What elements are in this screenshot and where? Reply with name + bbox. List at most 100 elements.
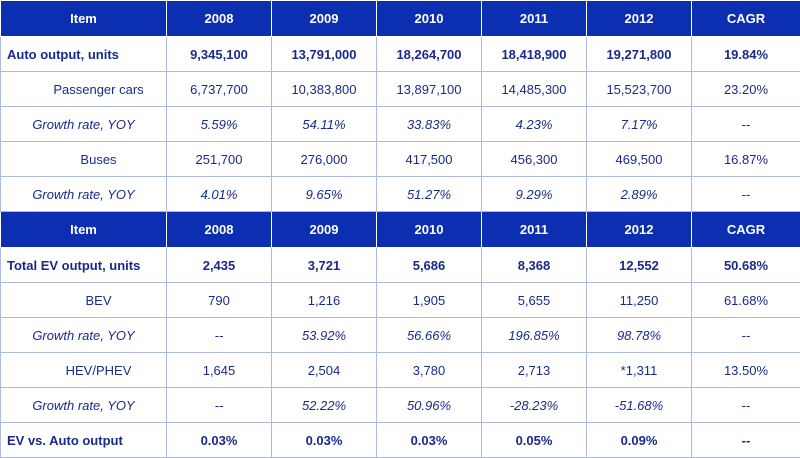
cell-cagr: 16.87%: [692, 142, 800, 177]
cell-cagr: 13.50%: [692, 353, 800, 388]
cell-2010: 33.83%: [377, 107, 482, 142]
row-label: HEV/PHEV: [1, 353, 167, 388]
cell-2009: 52.22%: [272, 388, 377, 423]
cell-2011: 5,655: [482, 283, 587, 318]
cell-2010: 50.96%: [377, 388, 482, 423]
cell-2009: 9.65%: [272, 177, 377, 212]
cell-2012: 12,552: [587, 248, 692, 283]
cell-2011: 4.23%: [482, 107, 587, 142]
cell-2011: 8,368: [482, 248, 587, 283]
row-label: Auto output, units: [1, 37, 167, 72]
cell-2008: 1,645: [167, 353, 272, 388]
cell-2011: 9.29%: [482, 177, 587, 212]
cell-2008: 9,345,100: [167, 37, 272, 72]
cell-2010: 0.03%: [377, 423, 482, 458]
cell-2010: 1,905: [377, 283, 482, 318]
column-header-2009: 2009: [272, 212, 377, 248]
row-label: Growth rate, YOY: [1, 177, 167, 212]
cell-2009: 276,000: [272, 142, 377, 177]
cell-cagr: 50.68%: [692, 248, 800, 283]
column-header-2011: 2011: [482, 1, 587, 37]
cell-2011: 0.05%: [482, 423, 587, 458]
cell-2009: 3,721: [272, 248, 377, 283]
cell-cagr: --: [692, 318, 800, 353]
cell-cagr: --: [692, 388, 800, 423]
table-row: Growth rate, YOY--53.92%56.66%196.85%98.…: [1, 318, 800, 353]
cell-2009: 1,216: [272, 283, 377, 318]
column-header-2010: 2010: [377, 1, 482, 37]
row-label: Growth rate, YOY: [1, 388, 167, 423]
row-label: EV vs. Auto output: [1, 423, 167, 458]
cell-cagr: 19.84%: [692, 37, 800, 72]
column-header-2008: 2008: [167, 212, 272, 248]
cell-2010: 56.66%: [377, 318, 482, 353]
cell-2008: --: [167, 388, 272, 423]
column-header-2008: 2008: [167, 1, 272, 37]
row-label: Passenger cars: [1, 72, 167, 107]
cell-2011: 196.85%: [482, 318, 587, 353]
column-header-item: Item: [1, 212, 167, 248]
cell-2010: 3,780: [377, 353, 482, 388]
cell-2011: 2,713: [482, 353, 587, 388]
column-header-cagr: CAGR: [692, 212, 800, 248]
cell-2010: 13,897,100: [377, 72, 482, 107]
cell-2009: 0.03%: [272, 423, 377, 458]
cell-cagr: 61.68%: [692, 283, 800, 318]
cell-2011: 18,418,900: [482, 37, 587, 72]
row-label: Growth rate, YOY: [1, 107, 167, 142]
cell-2008: 6,737,700: [167, 72, 272, 107]
cell-2009: 53.92%: [272, 318, 377, 353]
cell-2012: 469,500: [587, 142, 692, 177]
column-header-2012: 2012: [587, 1, 692, 37]
row-label: Total EV output, units: [1, 248, 167, 283]
cell-2012: -51.68%: [587, 388, 692, 423]
cell-2012: 7.17%: [587, 107, 692, 142]
cell-2011: 14,485,300: [482, 72, 587, 107]
cell-2008: 790: [167, 283, 272, 318]
cell-2008: 2,435: [167, 248, 272, 283]
cell-2012: 0.09%: [587, 423, 692, 458]
cell-2009: 13,791,000: [272, 37, 377, 72]
cell-2010: 18,264,700: [377, 37, 482, 72]
cell-2008: --: [167, 318, 272, 353]
cell-cagr: --: [692, 423, 800, 458]
column-header-2011: 2011: [482, 212, 587, 248]
cell-cagr: 23.20%: [692, 72, 800, 107]
cell-2012: 15,523,700: [587, 72, 692, 107]
cell-2009: 10,383,800: [272, 72, 377, 107]
cell-2012: 98.78%: [587, 318, 692, 353]
cell-2008: 4.01%: [167, 177, 272, 212]
cell-cagr: --: [692, 107, 800, 142]
row-label: Growth rate, YOY: [1, 318, 167, 353]
cell-2008: 5.59%: [167, 107, 272, 142]
cell-2012: 2.89%: [587, 177, 692, 212]
cell-2008: 0.03%: [167, 423, 272, 458]
cell-cagr: --: [692, 177, 800, 212]
cell-2012: 11,250: [587, 283, 692, 318]
column-header-2009: 2009: [272, 1, 377, 37]
cell-2009: 54.11%: [272, 107, 377, 142]
cell-2010: 5,686: [377, 248, 482, 283]
column-header-cagr: CAGR: [692, 1, 800, 37]
column-header-2010: 2010: [377, 212, 482, 248]
cell-2010: 417,500: [377, 142, 482, 177]
row-label: Buses: [1, 142, 167, 177]
column-header-item: Item: [1, 1, 167, 37]
cell-2010: 51.27%: [377, 177, 482, 212]
row-label: BEV: [1, 283, 167, 318]
table-row: Growth rate, YOY--52.22%50.96%-28.23%-51…: [1, 388, 800, 423]
cell-2008: 251,700: [167, 142, 272, 177]
cell-2009: 2,504: [272, 353, 377, 388]
